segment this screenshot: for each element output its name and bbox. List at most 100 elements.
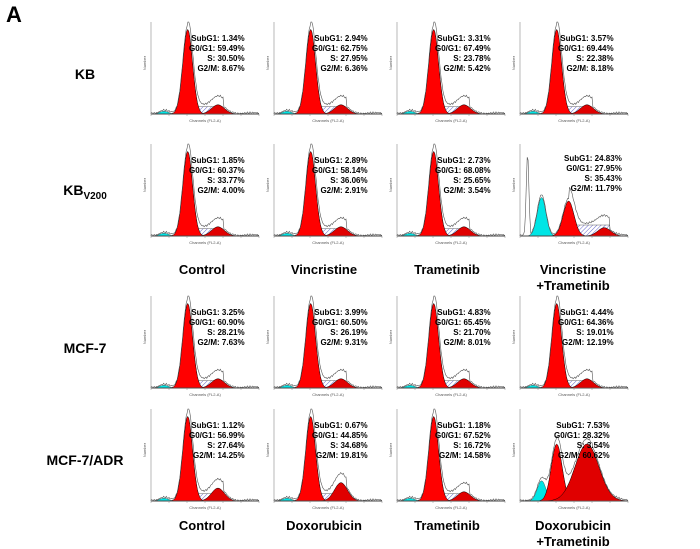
x-axis-label: Channels (FL2-A) — [435, 392, 467, 397]
histogram-panel: Channels (FL2-A) Number SubG1: 2.94% G0/G1:… — [266, 18, 386, 128]
fitted-envelope — [519, 21, 629, 115]
stat-subg1: SubG1: 7.53% — [556, 421, 610, 430]
histogram-plot: Channels (FL2-A) Number — [143, 408, 260, 510]
col-label-doxorubicin-trametinib: Doxorubicin +Trametinib — [503, 518, 643, 549]
stat-g0g1: G0/G1: 69.44% — [558, 44, 614, 53]
stat-g0g1: G0/G1: 58.14% — [312, 166, 368, 175]
stat-g0g1: G0/G1: 67.49% — [435, 44, 491, 53]
stat-g2m: G2/M: 4.00% — [197, 186, 245, 195]
y-axis-label: Number — [266, 442, 270, 457]
histogram-plot: Channels (FL2-A) Number — [389, 408, 506, 510]
cell-cycle-stats: SubG1: 1.12% G0/G1: 56.99% S: 27.64% G2/M: … — [189, 421, 245, 461]
stat-subg1: SubG1: 2.89% — [314, 156, 368, 165]
fitted-envelope — [396, 143, 506, 237]
stat-s: S: 28.21% — [207, 328, 245, 337]
histogram-panel: Channels (FL2-A) Number SubG1: 2.73% G0/G1:… — [389, 140, 509, 250]
stat-s: S: 21.70% — [453, 328, 491, 337]
row-label-kb: KB — [74, 66, 96, 82]
y-axis-label: Number — [389, 177, 393, 192]
stat-subg1: SubG1: 3.31% — [437, 34, 491, 43]
fitted-envelope — [273, 21, 383, 115]
stat-s: S: 16.72% — [453, 441, 491, 450]
cell-cycle-stats: SubG1: 2.89% G0/G1: 58.14% S: 36.06% G2/M: … — [312, 156, 368, 196]
stat-s: S: 27.64% — [207, 441, 245, 450]
histogram-plot: Channels (FL2-A) Number — [389, 21, 506, 123]
stat-subg1: SubG1: 1.12% — [191, 421, 245, 430]
histogram-plot: Channels (FL2-A) Number — [266, 408, 383, 510]
y-axis-label: Number — [143, 329, 147, 344]
y-axis-label: Number — [143, 177, 147, 192]
stat-s: S: 33.77% — [207, 176, 245, 185]
histogram-plot: Channels (FL2-A) Number — [389, 143, 506, 245]
histogram-plot: Channels (FL2-A) Number — [143, 295, 260, 397]
stat-subg1: SubG1: 1.18% — [437, 421, 491, 430]
stat-s: S: 25.65% — [453, 176, 491, 185]
stat-subg1: SubG1: 3.57% — [560, 34, 614, 43]
histogram-plot: Channels (FL2-A) Number — [143, 143, 260, 245]
row-label-kbv200-sub: V200 — [83, 190, 107, 202]
stat-s: S: 27.95% — [330, 54, 368, 63]
y-axis-label: Number — [512, 55, 516, 70]
col-label-vincristine-trametinib: Vincristine +Trametinib — [503, 262, 643, 294]
y-axis-label: Number — [512, 329, 516, 344]
stat-g2m: G2/M: 9.31% — [320, 338, 368, 347]
y-axis-label: Number — [266, 177, 270, 192]
fitted-envelope — [519, 295, 629, 389]
histogram-panel: Channels (FL2-A) Number SubG1: 4.44% G0/G1:… — [512, 292, 632, 402]
histogram-panel: Channels (FL2-A) Number SubG1: 1.34% G0/G1:… — [143, 18, 263, 128]
x-axis-label: Channels (FL2-A) — [312, 505, 344, 510]
stat-s: S: 34.68% — [330, 441, 368, 450]
x-axis-label: Channels (FL2-A) — [558, 240, 590, 245]
fitted-envelope — [396, 408, 506, 502]
x-axis-label: Channels (FL2-A) — [558, 505, 590, 510]
y-axis-label: Number — [266, 55, 270, 70]
histogram-panel: Channels (FL2-A) Number SubG1: 1.18% G0/G1:… — [389, 405, 509, 515]
row-label-kbv200: KBV200 — [40, 182, 130, 202]
stat-subg1: SubG1: 24.83% — [564, 154, 622, 163]
histogram-plot: Channels (FL2-A) Number — [143, 21, 260, 123]
cell-cycle-stats: SubG1: 7.53% G0/G1: 28.32% S: 3.54% G2/M: 6… — [554, 421, 610, 461]
stat-s: S: 26.19% — [330, 328, 368, 337]
row-label-kbv200-main: KB — [63, 182, 84, 198]
fitted-envelope — [519, 157, 629, 237]
stat-g2m: G2/M: 14.25% — [193, 451, 245, 460]
stat-subg1: SubG1: 3.25% — [191, 308, 245, 317]
col-label-doxorubicin: Doxorubicin — [286, 518, 362, 533]
histogram-plot: Channels (FL2-A) Number — [266, 295, 383, 397]
col-label-control: Control — [178, 262, 226, 277]
stat-g2m: G2/M: 6.36% — [320, 64, 368, 73]
x-axis-label: Channels (FL2-A) — [558, 118, 590, 123]
stat-subg1: SubG1: 0.67% — [314, 421, 368, 430]
fitted-envelope — [396, 295, 506, 389]
histogram-panel: Channels (FL2-A) Number SubG1: 2.89% G0/G1:… — [266, 140, 386, 250]
y-axis-label: Number — [143, 442, 147, 457]
cell-cycle-stats: SubG1: 3.25% G0/G1: 60.90% S: 28.21% G2/M: … — [189, 308, 245, 348]
histogram-plot: Channels (FL2-A) Number — [512, 144, 629, 245]
x-axis-label: Channels (FL2-A) — [312, 392, 344, 397]
cell-cycle-stats: SubG1: 4.44% G0/G1: 64.36% S: 19.01% G2/M: … — [558, 308, 614, 348]
row-label-mcf7adr: MCF-7/ADR — [46, 452, 124, 468]
cell-cycle-stats: SubG1: 3.31% G0/G1: 67.49% S: 23.78% G2/M: … — [435, 34, 491, 74]
fitted-envelope — [273, 295, 383, 389]
stat-g0g1: G0/G1: 27.95% — [566, 164, 622, 173]
stat-s: S: 23.78% — [453, 54, 491, 63]
stat-g0g1: G0/G1: 64.36% — [558, 318, 614, 327]
x-axis-label: Channels (FL2-A) — [189, 505, 221, 510]
stat-g2m: G2/M: 11.79% — [570, 184, 622, 193]
cell-cycle-stats: SubG1: 3.99% G0/G1: 60.50% S: 26.19% G2/M: … — [312, 308, 368, 348]
stat-subg1: SubG1: 4.44% — [560, 308, 614, 317]
y-axis-label: Number — [512, 177, 516, 192]
histogram-panel: Channels (FL2-A) Number SubG1: 4.83% G0/G1:… — [389, 292, 509, 402]
cell-cycle-stats: SubG1: 2.73% G0/G1: 68.08% S: 25.65% G2/M: … — [435, 156, 491, 196]
col-label-combo2-line1: Doxorubicin — [535, 518, 611, 533]
stat-g0g1: G0/G1: 56.99% — [189, 431, 245, 440]
cell-cycle-stats: SubG1: 0.67% G0/G1: 44.85% S: 34.68% G2/M: … — [312, 421, 368, 461]
col-label-vincristine: Vincristine — [290, 262, 358, 277]
col-label-trametinib-2: Trametinib — [414, 518, 480, 533]
histogram-panel: Channels (FL2-A) Number SubG1: 3.57% G0/G1:… — [512, 18, 632, 128]
stat-subg1: SubG1: 1.34% — [191, 34, 245, 43]
stat-g0g1: G0/G1: 28.32% — [554, 431, 610, 440]
y-axis-label: Number — [266, 329, 270, 344]
y-axis-label: Number — [512, 442, 516, 457]
